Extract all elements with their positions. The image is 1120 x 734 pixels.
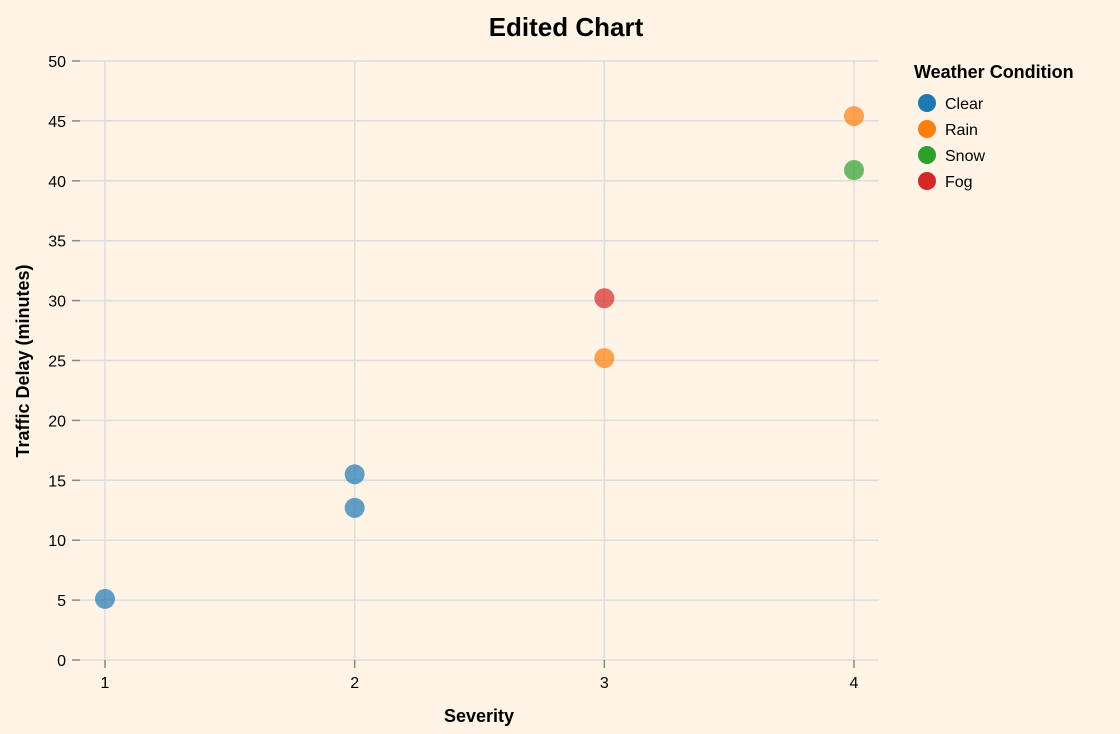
legend-title: Weather Condition: [914, 62, 1074, 82]
scatter-point-rain[interactable]: [594, 348, 615, 369]
y-tick-label: 20: [48, 413, 66, 430]
y-tick-label: 25: [48, 354, 66, 371]
scatter-point-clear[interactable]: [344, 464, 365, 485]
gridlines: [80, 60, 879, 661]
y-tick-label: 30: [48, 294, 66, 311]
x-tick-label: 4: [850, 675, 859, 692]
axes: 0 5 10 15 20 25 30 35 40 45 50 1 2 3 4: [48, 54, 858, 692]
y-tick-label: 10: [48, 533, 66, 550]
legend-swatch-snow: [918, 146, 936, 164]
scatter-point-clear[interactable]: [344, 497, 365, 518]
legend-swatch-clear: [918, 94, 936, 112]
legend-swatch-fog: [918, 172, 936, 190]
legend-label-fog: Fog: [945, 174, 973, 191]
y-axis-title: Traffic Delay (minutes): [13, 264, 33, 457]
y-tick-label: 45: [48, 114, 66, 131]
x-tick-label: 2: [350, 675, 359, 692]
chart-title: Edited Chart: [489, 12, 644, 42]
y-tick-label: 15: [48, 473, 66, 490]
legend-label-snow: Snow: [945, 148, 985, 165]
scatter-point-rain[interactable]: [844, 106, 864, 127]
y-tick-label: 35: [48, 234, 66, 251]
y-tick-label: 40: [48, 174, 66, 191]
legend-label-clear: Clear: [945, 96, 984, 113]
x-axis-title: Severity: [444, 706, 514, 726]
x-tick-label: 1: [101, 675, 110, 692]
y-tick-label: 50: [48, 54, 66, 71]
legend: Weather Condition Clear Rain Snow Fog: [914, 62, 1074, 191]
data-points: [95, 106, 864, 609]
legend-swatch-rain: [918, 120, 936, 138]
y-tick-label: 5: [57, 593, 66, 610]
legend-label-rain: Rain: [945, 122, 978, 139]
y-tick-label: 0: [57, 653, 66, 670]
scatter-point-fog[interactable]: [594, 288, 615, 309]
scatter-point-clear[interactable]: [95, 588, 115, 609]
x-tick-label: 3: [600, 675, 609, 692]
scatter-point-snow[interactable]: [844, 160, 864, 181]
